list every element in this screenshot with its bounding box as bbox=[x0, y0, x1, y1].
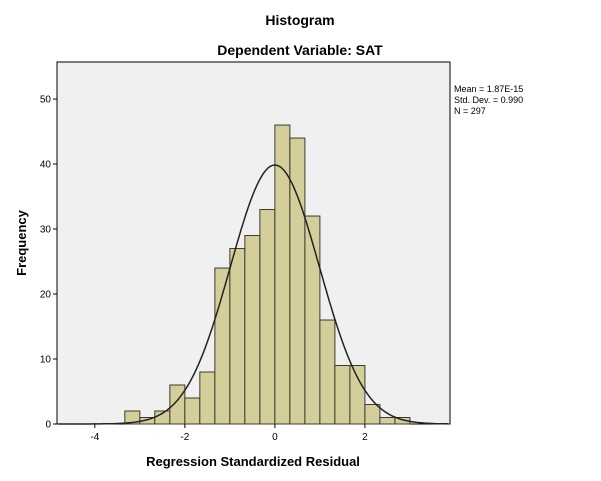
y-tick-label: 50 bbox=[40, 95, 52, 106]
histogram-bar bbox=[349, 365, 366, 425]
histogram-bar bbox=[319, 319, 336, 425]
histogram-bar bbox=[379, 417, 396, 425]
x-tick-label: 0 bbox=[272, 432, 278, 443]
histogram-bar bbox=[304, 215, 321, 425]
x-tick-label: -2 bbox=[180, 432, 189, 443]
normal-curve bbox=[58, 164, 449, 425]
y-tick-label: 30 bbox=[40, 225, 52, 236]
histogram-bar bbox=[184, 397, 201, 425]
histogram-bar bbox=[229, 248, 246, 425]
stat-mean: Mean = 1.87E-15 bbox=[454, 84, 523, 94]
y-tick-label: 10 bbox=[40, 355, 52, 366]
x-axis-label: Regression Standardized Residual bbox=[146, 454, 360, 469]
histogram-bar bbox=[259, 209, 276, 425]
histogram-bar bbox=[169, 384, 186, 425]
histogram-bar bbox=[289, 137, 306, 425]
y-axis-label: Frequency bbox=[14, 209, 29, 276]
stat-std-dev: Std. Dev. = 0.990 bbox=[454, 95, 523, 105]
y-tick-label: 20 bbox=[40, 290, 52, 301]
histogram-bar bbox=[244, 235, 261, 425]
x-tick-label: -4 bbox=[90, 432, 99, 443]
y-tick-label: 40 bbox=[40, 160, 52, 171]
stat-n: N = 297 bbox=[454, 106, 486, 116]
histogram-bar bbox=[274, 124, 291, 425]
y-tick-label: 0 bbox=[45, 420, 51, 431]
histogram-bar bbox=[364, 404, 381, 425]
histogram-bar bbox=[214, 267, 231, 425]
chart-title: Histogram bbox=[265, 12, 334, 28]
histogram-bar bbox=[199, 371, 216, 425]
chart-subtitle: Dependent Variable: SAT bbox=[217, 42, 383, 58]
histogram-bar bbox=[334, 365, 351, 425]
x-tick-label: 2 bbox=[362, 432, 368, 443]
